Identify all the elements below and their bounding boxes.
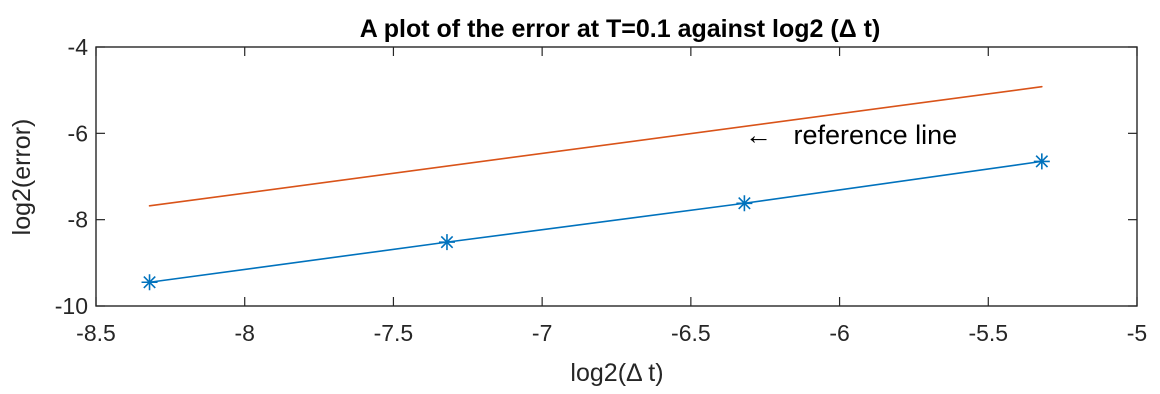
x-tick-label: -8.5 <box>76 320 116 346</box>
error-data-point <box>1033 153 1050 170</box>
asterisk-marker-stroke <box>738 196 751 210</box>
y-axis-label: log2(error) <box>8 119 36 236</box>
tick-layer: -8.5 -8 -7.5 -7 -6.5 -6 -5.5 -5 -10 -8 -6 -4 <box>55 34 1147 346</box>
chart-title: A plot of the error at T=0.1 against log… <box>360 15 881 43</box>
x-tick-label: -7.5 <box>374 320 414 346</box>
annotation-label: reference line <box>794 120 958 150</box>
y-tick-label: -10 <box>55 293 88 319</box>
y-tick-label: -6 <box>68 120 88 146</box>
annotation-arrow-icon: ← <box>745 120 772 150</box>
plot-area <box>96 47 1137 306</box>
axes-box <box>95 46 1138 307</box>
x-axis-label: log2(Δ t) <box>570 359 663 387</box>
plot-layer <box>141 85 1050 291</box>
x-tick-label: -5.5 <box>968 320 1008 346</box>
asterisk-marker-stroke <box>1035 155 1049 168</box>
error-data-point <box>438 234 455 251</box>
y-tick-label: -8 <box>68 207 88 233</box>
error-data-point <box>141 274 158 291</box>
asterisk-marker-stroke <box>143 275 156 289</box>
x-tick-label: -6.5 <box>671 320 711 346</box>
x-tick-label: -6 <box>829 320 849 346</box>
reference-line-annotation: ← reference line <box>745 120 957 150</box>
error-data-point <box>736 195 753 212</box>
asterisk-marker-stroke <box>440 235 454 249</box>
reference-series-line <box>148 85 1043 207</box>
x-tick-label: -5 <box>1127 320 1147 346</box>
x-tick-label: -7 <box>532 320 552 346</box>
y-tick-label: -4 <box>68 34 89 60</box>
error-series-line <box>148 160 1043 284</box>
x-tick-label: -8 <box>234 320 254 346</box>
